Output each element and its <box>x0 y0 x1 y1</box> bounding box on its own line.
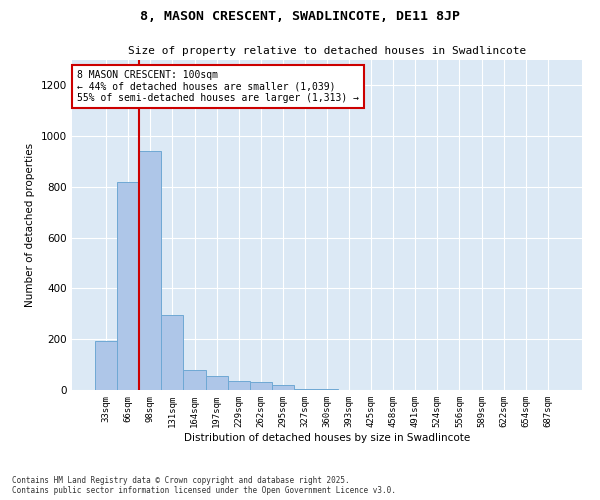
Y-axis label: Number of detached properties: Number of detached properties <box>25 143 35 307</box>
Bar <box>139 152 161 390</box>
Text: 8 MASON CRESCENT: 100sqm
← 44% of detached houses are smaller (1,039)
55% of sem: 8 MASON CRESCENT: 100sqm ← 44% of detach… <box>77 70 359 103</box>
Title: Size of property relative to detached houses in Swadlincote: Size of property relative to detached ho… <box>128 46 526 56</box>
Bar <box>250 382 272 390</box>
X-axis label: Distribution of detached houses by size in Swadlincote: Distribution of detached houses by size … <box>184 432 470 442</box>
Bar <box>95 340 117 390</box>
Bar <box>294 388 316 390</box>
Bar <box>161 315 184 390</box>
Text: Contains HM Land Registry data © Crown copyright and database right 2025.
Contai: Contains HM Land Registry data © Crown c… <box>12 476 396 495</box>
Bar <box>227 381 250 390</box>
Bar <box>272 385 294 390</box>
Bar <box>206 376 227 390</box>
Bar <box>184 370 206 390</box>
Text: 8, MASON CRESCENT, SWADLINCOTE, DE11 8JP: 8, MASON CRESCENT, SWADLINCOTE, DE11 8JP <box>140 10 460 23</box>
Bar <box>117 182 139 390</box>
